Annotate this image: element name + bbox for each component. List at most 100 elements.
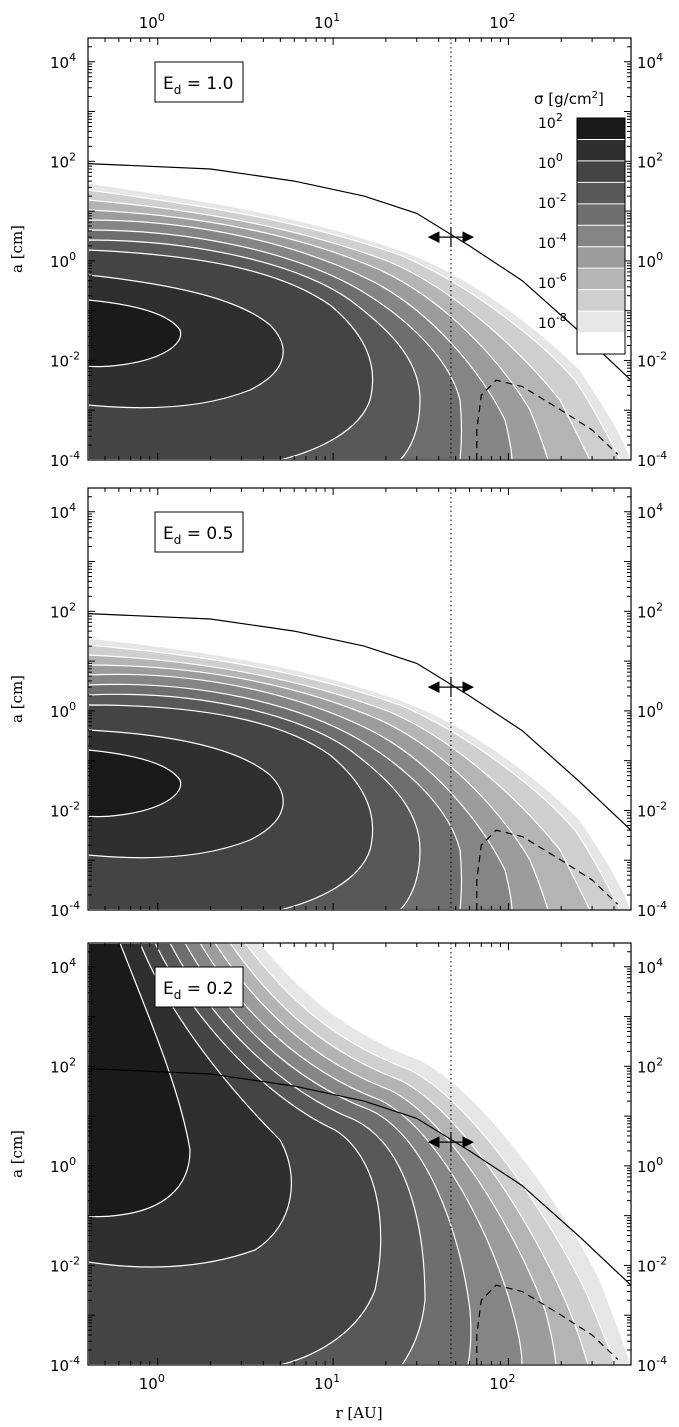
contour-line bbox=[88, 943, 472, 1365]
plot-frame bbox=[87, 942, 632, 1366]
contour-line bbox=[88, 249, 374, 460]
colorbar-bands bbox=[577, 118, 625, 355]
y-tick-label-right: 100 bbox=[637, 700, 663, 721]
contour-line bbox=[88, 704, 374, 910]
y-tick-label-right: 104 bbox=[637, 956, 663, 977]
contour-line bbox=[88, 229, 463, 460]
panel-3: 100 101 102 10-4 10-4 10-2 10-2 100 100 102 102 104… bbox=[50, 942, 667, 1422]
y-tick-label-left: 100 bbox=[50, 1155, 76, 1176]
colorbar-band bbox=[577, 268, 625, 291]
contour-line bbox=[88, 274, 284, 409]
contour-line bbox=[88, 637, 631, 910]
y-tick-label-right: 10-4 bbox=[637, 899, 667, 920]
plot-frame bbox=[87, 487, 632, 911]
x-tick-label: 100 bbox=[139, 1372, 165, 1393]
y-tick-label-left: 104 bbox=[50, 501, 76, 522]
colorbar-tick-labels: 102 100 10-2 10-4 10-6 10-8 bbox=[538, 111, 567, 332]
y-tick-label-right: 10-2 bbox=[637, 349, 667, 370]
colorbar-band bbox=[577, 182, 625, 205]
overlay-layer bbox=[88, 488, 631, 910]
colorbar-title: σ [g/cm2] bbox=[534, 90, 604, 108]
y-tick-label-left: 10-2 bbox=[50, 349, 80, 370]
annotation-frame bbox=[154, 511, 244, 553]
tick-layer: 100 101 102 10-4 10-4 10-2 10-2 100 100 102 102 104… bbox=[50, 11, 667, 470]
annotation-text: Ed = 0.5 bbox=[163, 524, 233, 547]
y-tick-label-left: 102 bbox=[50, 1055, 76, 1076]
colorbar-band bbox=[577, 225, 625, 248]
contour-line bbox=[88, 673, 513, 910]
annotation-box: Ed = 0.2 bbox=[154, 966, 244, 1008]
contour-line bbox=[88, 943, 382, 1365]
y-tick-label-left: 10-2 bbox=[50, 799, 80, 820]
colorbar-tick-label: 100 bbox=[538, 151, 563, 172]
x-tick-label: 102 bbox=[489, 11, 515, 32]
contour-line bbox=[88, 654, 591, 910]
tick-layer: 10-4 10-4 10-2 10-2 100 100 102 102 104 104 bbox=[50, 487, 667, 920]
upper-limit-curve bbox=[88, 163, 631, 381]
annotation-value: = 0.2 bbox=[181, 979, 233, 999]
y-tick-label-right: 102 bbox=[637, 1055, 663, 1076]
x-tick-label: 101 bbox=[314, 11, 340, 32]
upper-limit-curve bbox=[88, 1068, 631, 1286]
x-axis-label: r [AU] bbox=[335, 1404, 382, 1422]
contour-line bbox=[88, 943, 616, 1365]
colorbar: σ [g/cm2] 102 100 10-2 10-4 10-6 10-8 bbox=[534, 90, 626, 355]
annotation-text: Ed = 0.2 bbox=[163, 979, 233, 1002]
y-tick-label-right: 100 bbox=[637, 1155, 663, 1176]
contour-line bbox=[88, 693, 421, 910]
y-tick-label-right: 10-4 bbox=[637, 449, 667, 470]
colorbar-frame bbox=[576, 117, 626, 355]
colorbar-tick-label: 10-8 bbox=[538, 311, 567, 332]
y-tick-label-right: 102 bbox=[637, 150, 663, 171]
region-level-10 bbox=[88, 943, 190, 1217]
annotation-subscript: d bbox=[174, 533, 182, 547]
annotation-value: = 0.5 bbox=[181, 524, 233, 544]
colorbar-band bbox=[577, 203, 625, 226]
annotation-symbol: E bbox=[163, 979, 174, 999]
y-tick-label-left: 100 bbox=[50, 700, 76, 721]
colorbar-tick-label: 10-6 bbox=[538, 271, 567, 292]
colorbar-band bbox=[577, 246, 625, 269]
region-level-10 bbox=[88, 300, 181, 367]
contour-line bbox=[88, 943, 191, 1218]
colorbar-title-end: ] bbox=[598, 90, 604, 108]
colorbar-band bbox=[577, 332, 625, 355]
x-tick-label: 100 bbox=[139, 11, 165, 32]
contour-line bbox=[88, 749, 182, 818]
x-tick-label: 102 bbox=[489, 1372, 515, 1393]
annotation-value: = 1.0 bbox=[181, 74, 233, 94]
y-tick-label-right: 100 bbox=[637, 250, 663, 271]
y-tick-label-left: 10-4 bbox=[50, 899, 80, 920]
overlay-layer bbox=[88, 943, 631, 1365]
annotation-text: Ed = 1.0 bbox=[163, 74, 233, 97]
dashed-curve bbox=[476, 379, 619, 460]
colorbar-band bbox=[577, 139, 625, 162]
dashed-curve bbox=[476, 1284, 619, 1365]
y-tick-label-left: 10-4 bbox=[50, 1354, 80, 1375]
annotation-box: Ed = 1.0 bbox=[154, 61, 244, 103]
y-tick-label-right: 10-4 bbox=[637, 1354, 667, 1375]
contour-line bbox=[88, 189, 621, 460]
colorbar-band bbox=[577, 118, 625, 140]
x-tick-label: 101 bbox=[314, 1372, 340, 1393]
contour-line bbox=[88, 644, 621, 910]
annotation-box: Ed = 0.5 bbox=[154, 511, 244, 553]
contour-line bbox=[88, 239, 421, 460]
contour-line bbox=[88, 209, 549, 460]
upper-limit-curve bbox=[88, 613, 631, 831]
y-tick-label-left: 10-2 bbox=[50, 1254, 80, 1275]
contour-line bbox=[88, 943, 292, 1268]
contour-line bbox=[88, 943, 631, 1365]
contour-line bbox=[88, 943, 589, 1365]
annotation-subscript: d bbox=[174, 988, 182, 1002]
y-tick-label-right: 10-2 bbox=[637, 1254, 667, 1275]
contour-line bbox=[88, 182, 631, 460]
panel-2: 10-4 10-4 10-2 10-2 100 100 102 102 104 104 Ed = … bbox=[50, 487, 667, 920]
annotation-frame bbox=[154, 61, 244, 103]
contour-line bbox=[88, 199, 591, 460]
contour-line bbox=[88, 943, 426, 1365]
dashed-curve bbox=[476, 829, 619, 910]
contour-line bbox=[88, 219, 513, 460]
annotation-frame bbox=[154, 966, 244, 1008]
